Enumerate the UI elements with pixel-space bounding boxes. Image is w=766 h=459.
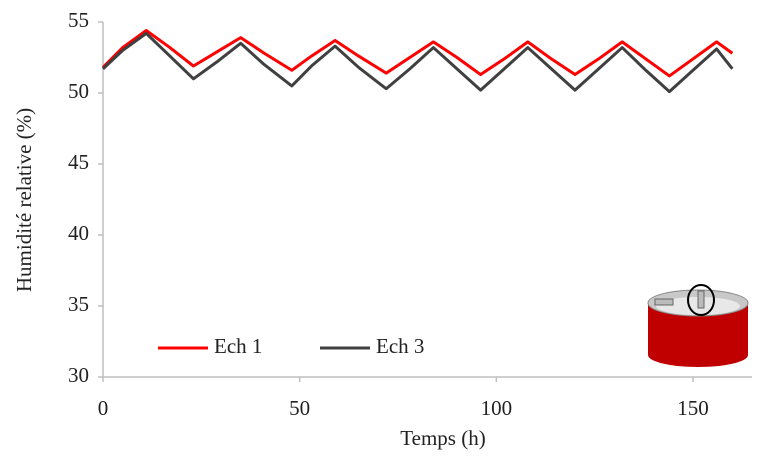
- data-line: [101, 29, 734, 78]
- y-tick-label: 35: [68, 292, 89, 316]
- legend-label: Ech 1: [214, 334, 262, 358]
- data-line: [101, 31, 734, 94]
- y-tick-label: 55: [68, 8, 89, 32]
- y-tick-label: 30: [68, 363, 89, 387]
- x-tick-label: 50: [289, 396, 310, 420]
- y-tick-label: 50: [68, 79, 89, 103]
- legend-label: Ech 3: [376, 334, 424, 358]
- x-axis-label: Temps (h): [400, 426, 485, 450]
- x-tick-label: 0: [98, 396, 109, 420]
- y-tick-label: 40: [68, 221, 89, 245]
- y-tick-label: 45: [68, 150, 89, 174]
- sample-icon: [647, 284, 749, 367]
- x-tick-label: 150: [677, 396, 709, 420]
- x-tick-label: 100: [481, 396, 513, 420]
- y-axis-label: Humidité relative (%): [12, 108, 36, 292]
